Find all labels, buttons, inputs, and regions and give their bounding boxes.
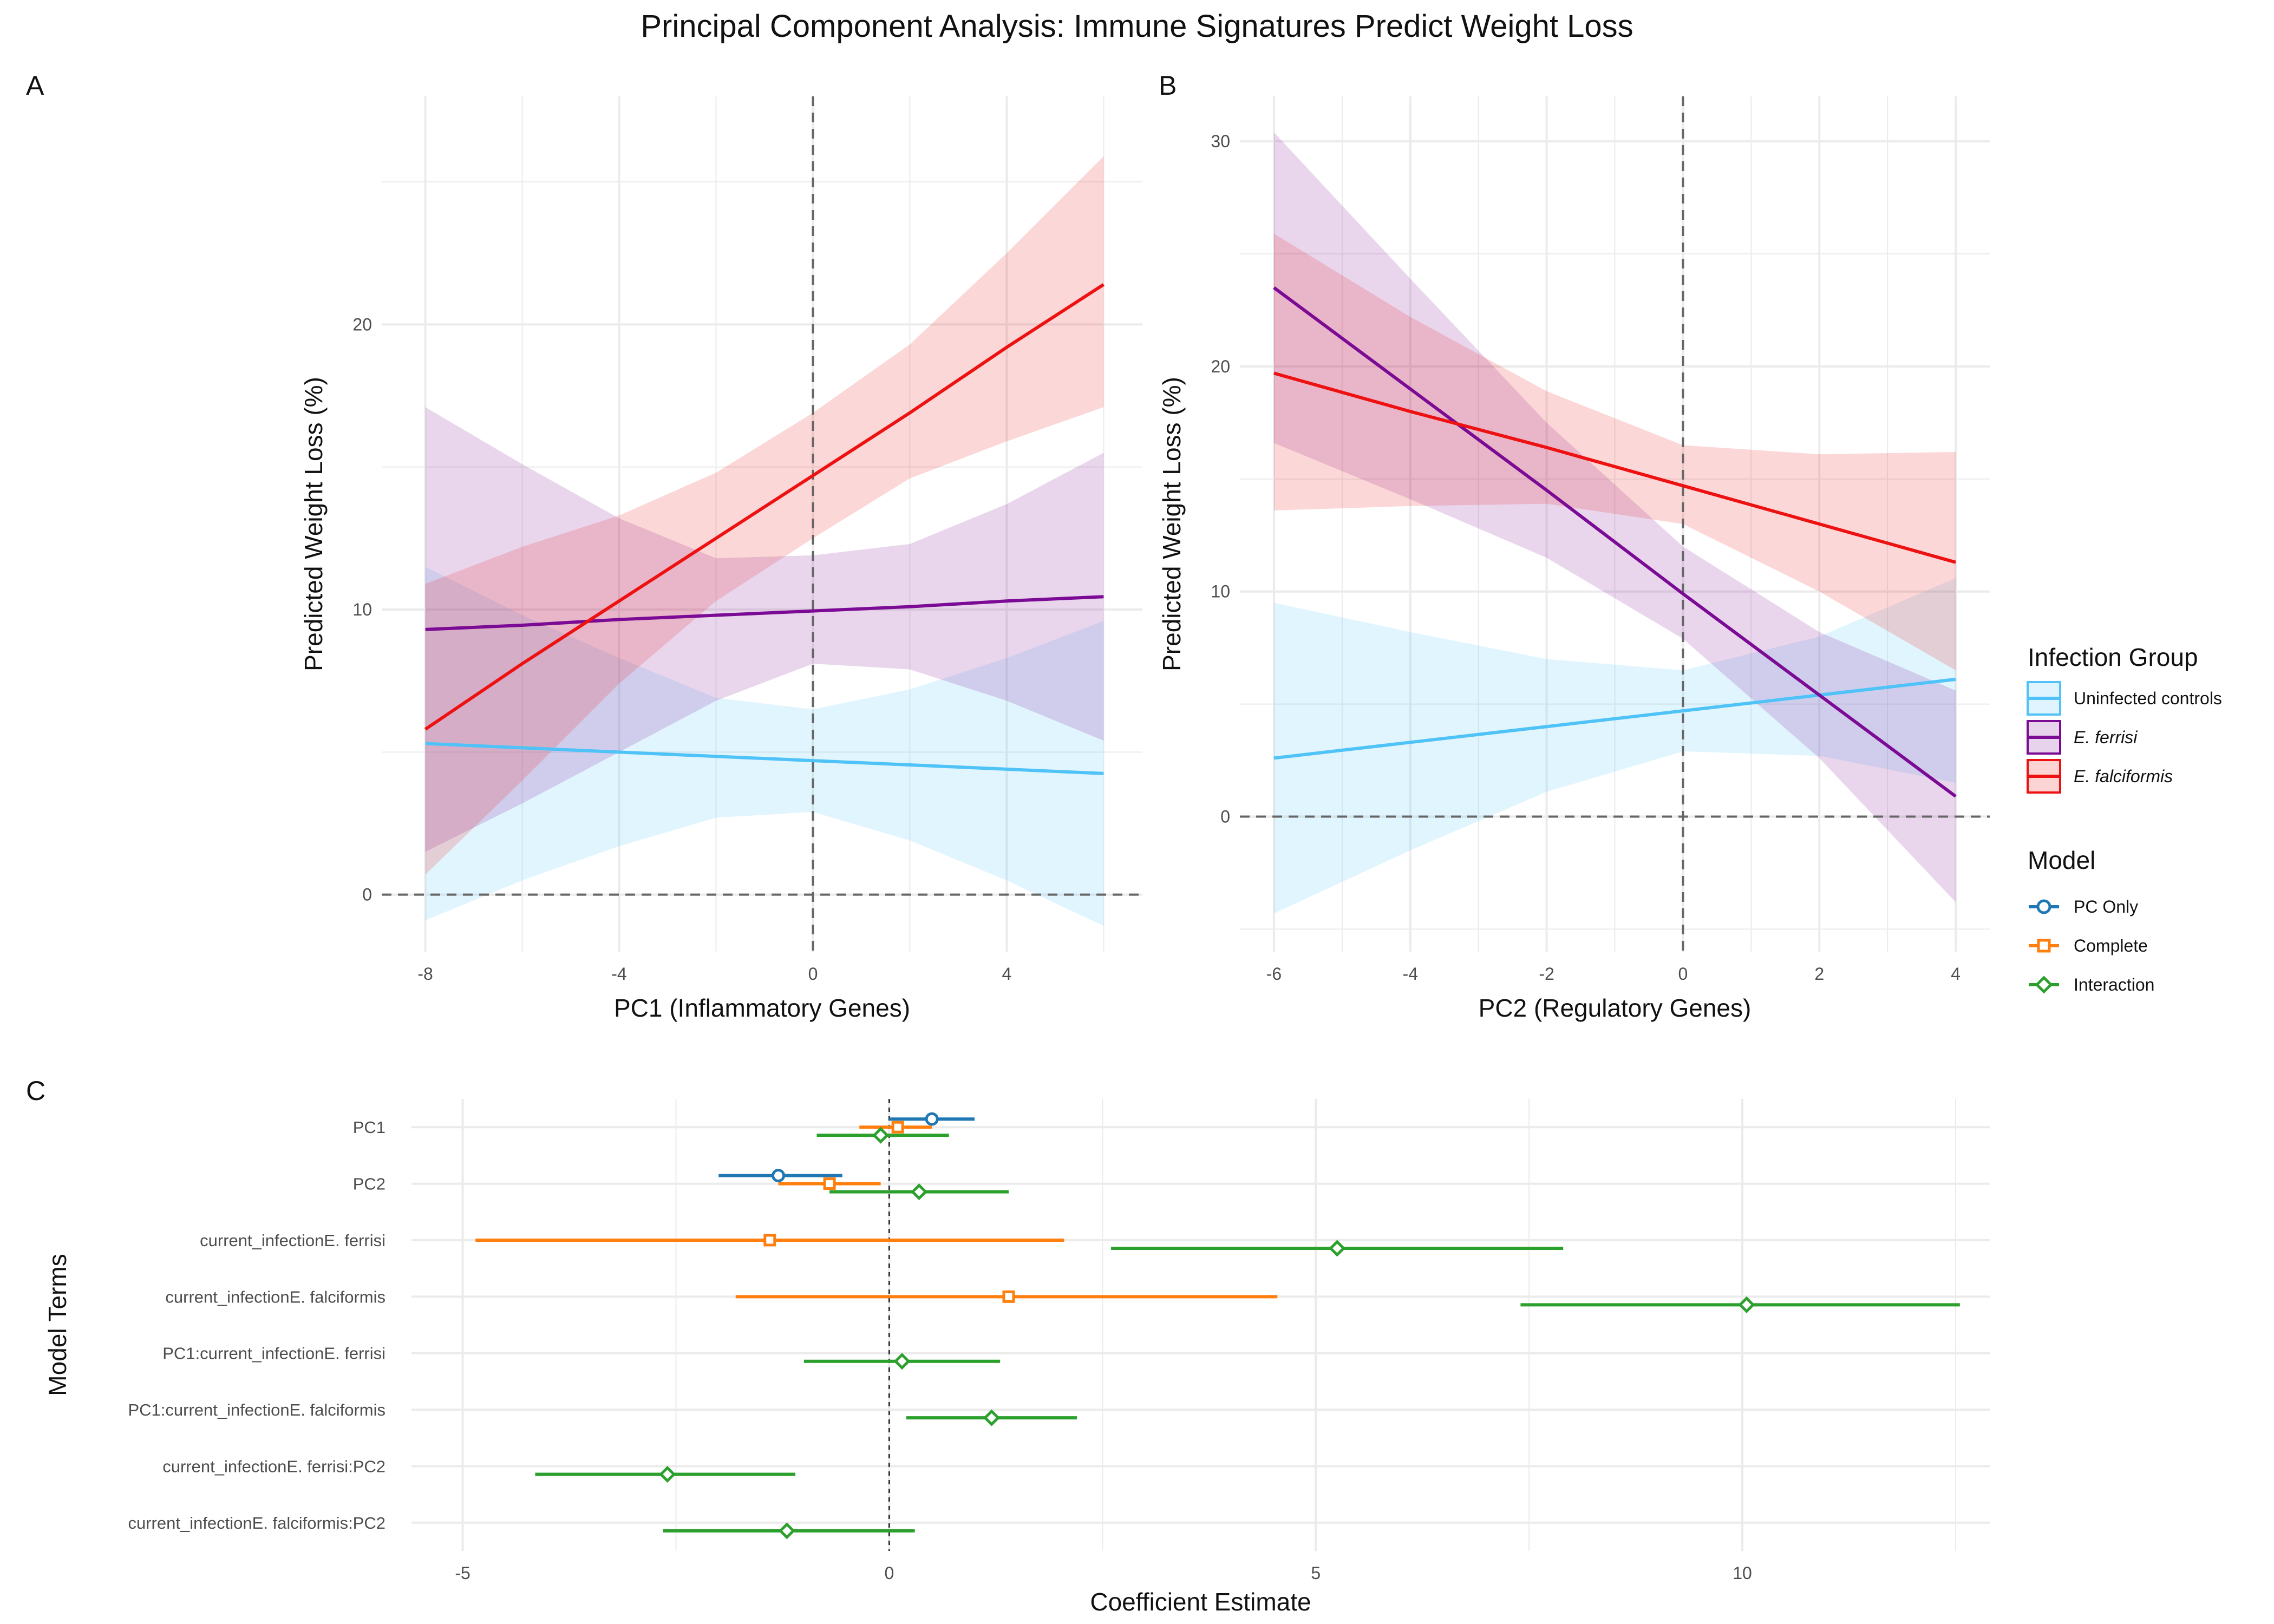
y-tick-label: 30 (1211, 132, 1230, 151)
legend-label-pc_only: PC Only (2074, 897, 2138, 916)
term-label: PC2 (353, 1175, 385, 1194)
term-label: current_infectionE. ferrisi (200, 1231, 385, 1250)
x-tick-label: -5 (455, 1563, 470, 1583)
x-tick-label: 0 (884, 1563, 894, 1583)
y-axis-label: Model Terms (43, 1254, 71, 1396)
x-tick-label: 0 (808, 964, 818, 984)
legend-key-complete (2037, 939, 2051, 953)
ribbon-uninfected (1273, 578, 1956, 914)
y-tick-label: 20 (1211, 357, 1230, 376)
panel-label-c: C (26, 1076, 45, 1106)
term-label: PC1:current_infectionE. falciformis (128, 1400, 385, 1419)
y-tick-label: 20 (352, 315, 372, 334)
estimate-point-complete (891, 1121, 904, 1134)
ribbon-uninfected (425, 567, 1104, 926)
y-axis-label: Predicted Weight Loss (%) (299, 377, 328, 671)
legend-label-complete: Complete (2074, 936, 2148, 955)
estimate-point-interaction (1329, 1240, 1346, 1257)
term-label: current_infectionE. falciformis:PC2 (128, 1514, 385, 1533)
estimate-point-interaction (659, 1465, 676, 1483)
legend-label-uninfected: Uninfected controls (2074, 689, 2222, 708)
legend-key-interaction (2035, 975, 2053, 994)
x-tick-label: 2 (1814, 964, 1824, 984)
x-tick-label: 4 (1951, 964, 1961, 984)
panel-label-b: B (1159, 70, 1177, 101)
legend-label-falciformis: E. falciformis (2074, 767, 2173, 786)
legend-label-ferrisi: E. ferrisi (2074, 728, 2138, 747)
estimate-point-pc_only (772, 1169, 786, 1183)
y-axis-label: Predicted Weight Loss (%) (1158, 377, 1186, 671)
x-tick-label: 5 (1311, 1563, 1321, 1583)
panel-label-a: A (26, 70, 44, 101)
x-tick-label: -4 (1403, 964, 1418, 984)
estimate-point-interaction (1738, 1296, 1755, 1313)
y-tick-label: 0 (362, 885, 372, 905)
series-line-ferrisi (1273, 286, 1957, 798)
ribbon-falciformis (1273, 233, 1956, 671)
estimate-point-complete (763, 1234, 776, 1247)
ribbon-falciformis (425, 156, 1104, 875)
estimate-point-interaction (893, 1353, 911, 1370)
x-tick-label: -2 (1539, 964, 1554, 984)
legend-title-model: Model (2028, 846, 2095, 874)
series-line-uninfected (1273, 677, 1956, 760)
series-line-ferrisi (425, 595, 1104, 631)
y-tick-label: 10 (1211, 582, 1230, 601)
y-tick-label: 0 (1220, 807, 1230, 827)
estimate-point-complete (823, 1177, 836, 1190)
ribbon-ferrisi (1273, 132, 1956, 902)
x-tick-label: -4 (611, 964, 626, 984)
term-label: PC1 (353, 1118, 385, 1137)
y-tick-label: 10 (352, 600, 372, 619)
series-line-falciformis (424, 283, 1105, 731)
legend: Infection Group Uninfected controls E. fer… (2027, 643, 2222, 994)
term-label: PC1:current_infectionE. ferrisi (162, 1344, 385, 1363)
x-axis-label: PC2 (Regulatory Genes) (1479, 994, 1752, 1022)
term-label: current_infectionE. falciformis (165, 1287, 385, 1306)
x-tick-label: 4 (1002, 964, 1012, 984)
x-tick-label: -6 (1266, 964, 1282, 984)
estimate-point-complete (1002, 1290, 1015, 1303)
series-line-uninfected (425, 742, 1104, 775)
estimate-point-interaction (983, 1409, 1000, 1426)
panel-c-coefficient-plot: PC1 PC2 current_infectionE. ferrisi current… (43, 1099, 1990, 1616)
estimate-point-pc_only (925, 1112, 939, 1126)
legend-title-infection-group: Infection Group (2028, 643, 2198, 671)
term-label: current_infectionE. ferrisi:PC2 (162, 1457, 385, 1476)
x-axis-label: Coefficient Estimate (1090, 1588, 1311, 1616)
legend-key-pc_only (2036, 899, 2051, 914)
figure-title: Principal Component Analysis: Immune Sig… (641, 9, 1633, 44)
x-axis-label: PC1 (Inflammatory Genes) (614, 994, 910, 1022)
estimate-point-interaction (910, 1183, 928, 1201)
x-tick-label: 10 (1733, 1563, 1752, 1583)
ribbon-ferrisi (425, 407, 1104, 852)
x-tick-label: -8 (417, 964, 433, 984)
legend-label-interaction: Interaction (2074, 975, 2154, 994)
estimate-point-interaction (778, 1522, 795, 1540)
panel-a-pc1-plot: -8 -4 0 4 0 10 20 PC1 (Inflammatory Genes) Predi… (299, 96, 1142, 1022)
panel-b-pc2-plot: -6 -4 -2 0 2 4 0 10 20 30 PC2 (Regulatory Genes) Pr… (1158, 96, 1990, 1022)
series-line-falciformis (1273, 371, 1956, 564)
estimate-point-interaction (872, 1127, 890, 1144)
x-tick-label: 0 (1678, 964, 1688, 984)
